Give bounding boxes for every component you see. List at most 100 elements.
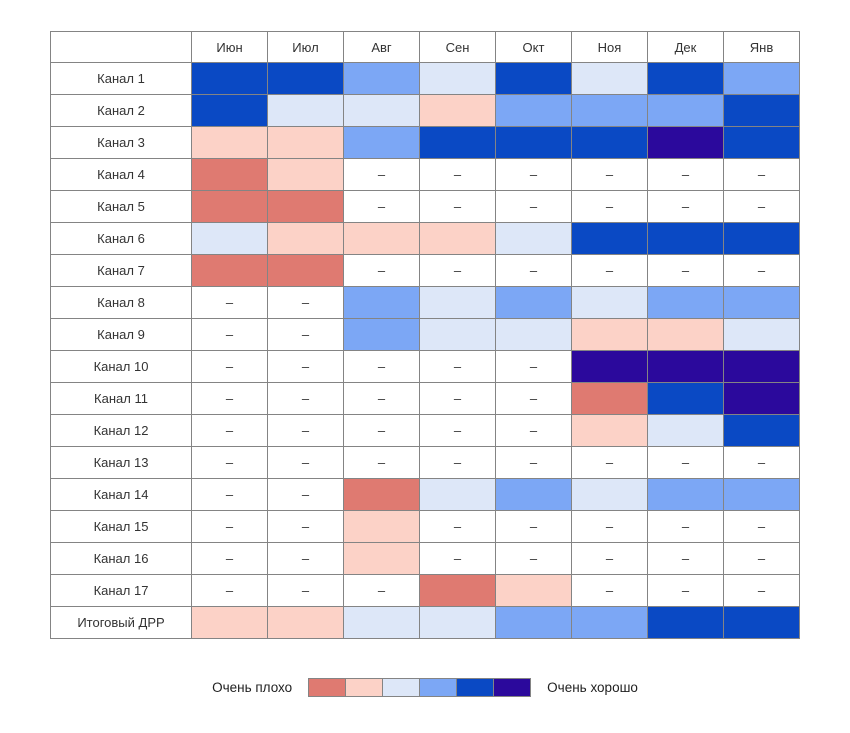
- empty-cell: –: [267, 414, 344, 447]
- row-label: Канал 4: [50, 158, 192, 191]
- row-label: Канал 3: [50, 126, 192, 159]
- empty-cell: –: [343, 190, 420, 223]
- heatmap-cell-level-2: [267, 222, 344, 255]
- heatmap-cell-level-1: [191, 158, 268, 191]
- row-label: Итоговый ДРР: [50, 606, 192, 639]
- heatmap-cell-level-2: [343, 542, 420, 575]
- heatmap-cell-level-2: [343, 222, 420, 255]
- empty-cell: –: [267, 478, 344, 511]
- legend-swatch-2: [346, 679, 384, 696]
- heatmap-cell-level-3: [419, 62, 496, 95]
- heatmap-cell-level-5: [267, 62, 344, 95]
- heatmap-cell-level-3: [495, 222, 572, 255]
- table-row: Канал 14– –: [50, 478, 800, 511]
- empty-cell: –: [191, 510, 268, 543]
- heatmap-cell-level-2: [571, 318, 648, 351]
- table-row: Канал 8– –: [50, 286, 800, 319]
- empty-cell: –: [723, 446, 800, 479]
- heatmap-cell-level-2: [647, 318, 724, 351]
- empty-cell: –: [723, 190, 800, 223]
- legend-swatch-5: [457, 679, 495, 696]
- heatmap-cell-level-4: [495, 286, 572, 319]
- row-label: Канал 13: [50, 446, 192, 479]
- table-row: Канал 4– – – – – –: [50, 158, 800, 191]
- table-row: Канал 1: [50, 62, 800, 95]
- heatmap-cell-level-4: [495, 606, 572, 639]
- heatmap-cell-level-5: [723, 606, 800, 639]
- heatmap-cell-level-3: [343, 606, 420, 639]
- empty-cell: –: [647, 510, 724, 543]
- column-header-month: Июл: [267, 31, 344, 63]
- empty-cell: –: [419, 414, 496, 447]
- empty-cell: –: [191, 382, 268, 415]
- empty-cell: –: [723, 542, 800, 575]
- empty-cell: –: [191, 286, 268, 319]
- heatmap-cell-level-5: [571, 126, 648, 159]
- empty-cell: –: [495, 158, 572, 191]
- table-row: Канал 6: [50, 222, 800, 255]
- empty-cell: –: [495, 510, 572, 543]
- table-row: Канал 11– – – – –: [50, 382, 800, 415]
- heatmap-cell-level-6: [723, 350, 800, 383]
- empty-cell: –: [647, 158, 724, 191]
- heatmap-cell-level-3: [571, 478, 648, 511]
- empty-cell: –: [495, 382, 572, 415]
- empty-cell: –: [495, 446, 572, 479]
- empty-cell: –: [343, 382, 420, 415]
- heatmap-cell-level-1: [343, 478, 420, 511]
- corner-cell: [50, 31, 192, 63]
- table-row: Канал 5– – – – – –: [50, 190, 800, 223]
- heatmap-table-body: Канал 1 Канал 2 Канал 3 Канал 4– – – – – – Канал …: [50, 62, 800, 639]
- heatmap-cell-level-5: [495, 62, 572, 95]
- column-header-month: Ноя: [571, 31, 648, 63]
- heatmap-cell-level-3: [571, 62, 648, 95]
- heatmap-cell-level-1: [571, 382, 648, 415]
- heatmap-cell-level-6: [647, 126, 724, 159]
- empty-cell: –: [647, 190, 724, 223]
- heatmap-cell-level-5: [647, 606, 724, 639]
- empty-cell: –: [267, 350, 344, 383]
- table-row: Канал 12– – – – –: [50, 414, 800, 447]
- empty-cell: –: [495, 350, 572, 383]
- heatmap-cell-level-4: [495, 94, 572, 127]
- heatmap-cell-level-6: [647, 350, 724, 383]
- empty-cell: –: [191, 318, 268, 351]
- heatmap-cell-level-3: [495, 318, 572, 351]
- empty-cell: –: [191, 350, 268, 383]
- row-label: Канал 7: [50, 254, 192, 287]
- legend-color-scale: [308, 678, 532, 697]
- table-row: Итоговый ДРР: [50, 606, 800, 639]
- legend-swatch-6: [494, 679, 531, 696]
- heatmap-cell-level-3: [419, 478, 496, 511]
- column-header-month: Окт: [495, 31, 572, 63]
- heatmap-cell-level-3: [343, 94, 420, 127]
- empty-cell: –: [343, 574, 420, 607]
- empty-cell: –: [267, 574, 344, 607]
- heatmap-cell-level-5: [191, 62, 268, 95]
- empty-cell: –: [343, 446, 420, 479]
- heatmap-cell-level-4: [647, 478, 724, 511]
- row-label: Канал 16: [50, 542, 192, 575]
- row-label: Канал 11: [50, 382, 192, 415]
- row-label: Канал 6: [50, 222, 192, 255]
- heatmap-cell-level-4: [723, 478, 800, 511]
- heatmap-cell-level-2: [267, 158, 344, 191]
- heatmap-cell-level-5: [723, 126, 800, 159]
- heatmap-cell-level-2: [267, 606, 344, 639]
- heatmap-cell-level-2: [419, 222, 496, 255]
- empty-cell: –: [343, 254, 420, 287]
- heatmap-cell-level-4: [571, 94, 648, 127]
- column-header-month: Авг: [343, 31, 420, 63]
- column-header-month: Сен: [419, 31, 496, 63]
- heatmap-cell-level-4: [571, 606, 648, 639]
- heatmap-cell-level-5: [647, 222, 724, 255]
- heatmap-cell-level-4: [723, 62, 800, 95]
- legend-swatch-3: [383, 679, 421, 696]
- empty-cell: –: [419, 158, 496, 191]
- heatmap-cell-level-2: [571, 414, 648, 447]
- heatmap-table-header: Июн Июл Авг Сен Окт Ноя Дек Янв: [50, 31, 800, 63]
- empty-cell: –: [419, 446, 496, 479]
- empty-cell: –: [571, 190, 648, 223]
